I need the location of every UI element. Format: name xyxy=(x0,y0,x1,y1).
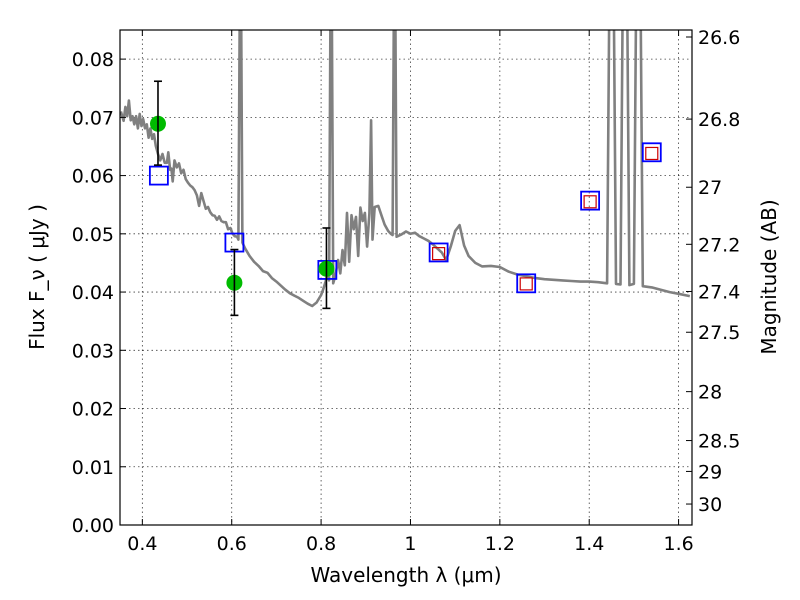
y-tick-label: 0.08 xyxy=(72,49,114,71)
model-photometry-square xyxy=(641,142,662,163)
model-photometry-square xyxy=(516,273,537,294)
y2-tick-label: 27.4 xyxy=(698,281,740,303)
x-tick-label: 0.4 xyxy=(127,533,157,555)
x-tick-label: 0.8 xyxy=(306,533,336,555)
y-tick-label: 0.04 xyxy=(72,282,114,304)
y-axis-title: Flux F_ν ( μJy ) xyxy=(25,204,49,350)
y2-tick-label: 27.2 xyxy=(698,234,740,256)
x-tick-label: 1.4 xyxy=(574,533,604,555)
y-tick-label: 0.02 xyxy=(72,399,114,421)
plot-frame xyxy=(119,29,693,526)
axes: 0.4 0.6 0.8 1 1.2 1.4 1.6 0.00 0.01 0.02 0.03 0.04 0… xyxy=(72,27,741,555)
filter-average-square xyxy=(519,277,533,291)
y-tick-label: 0.05 xyxy=(72,224,114,246)
model-photometry-square xyxy=(580,190,601,211)
y2-tick-label: 30 xyxy=(698,494,722,516)
y-tick-label: 0.06 xyxy=(72,166,114,188)
y2-tick-label: 29 xyxy=(698,461,722,483)
model-photometry-square xyxy=(428,242,449,263)
x-axis-title: Wavelength λ (μm) xyxy=(310,563,501,587)
x-tick-label: 1 xyxy=(404,533,416,555)
filter-average-square xyxy=(645,146,659,161)
y2-tick-label: 28 xyxy=(698,382,722,404)
y2-tick-label: 26.6 xyxy=(698,27,740,49)
y-tick-label: 0.03 xyxy=(72,340,114,362)
x-tick-label: 1.2 xyxy=(485,533,515,555)
y-tick-label: 0.00 xyxy=(72,515,114,537)
y-tick-label: 0.01 xyxy=(72,457,114,479)
x-tick-label: 0.6 xyxy=(217,533,247,555)
grid-lines xyxy=(120,30,692,526)
y2-tick-label: 27.5 xyxy=(698,322,740,344)
plot-area xyxy=(120,30,691,308)
model-photometry-square xyxy=(148,165,169,186)
y2-axis-title: Magnitude (AB) xyxy=(757,199,781,354)
y2-tick-label: 27 xyxy=(698,177,722,199)
y2-tick-label: 28.5 xyxy=(698,431,740,453)
filter-average-square xyxy=(583,195,597,209)
y2-tick-label: 26.8 xyxy=(698,109,740,131)
x-tick-label: 1.6 xyxy=(663,533,693,555)
error-bars xyxy=(153,80,331,317)
y-tick-label: 0.07 xyxy=(72,107,114,129)
sed-model-line xyxy=(120,30,691,308)
filter-average-square xyxy=(432,247,446,261)
